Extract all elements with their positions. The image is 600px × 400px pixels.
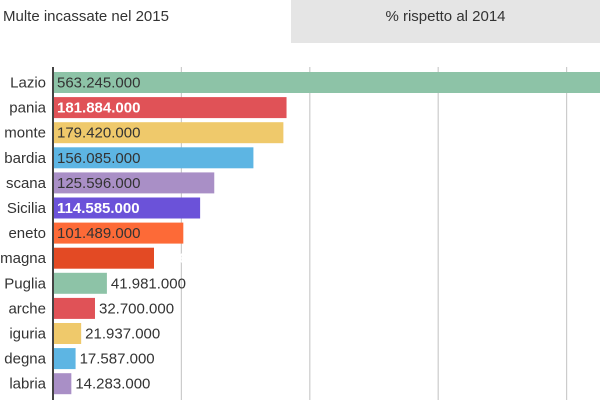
category-label: arche [8, 300, 46, 317]
data-label: 17.587.000 [80, 351, 155, 368]
data-label: 563.245.000 [57, 75, 140, 92]
tab-multe-2015[interactable]: Multe incassate nel 2015 [3, 8, 169, 25]
bar-eneto [53, 222, 184, 244]
data-label: 179.420.000 [57, 125, 140, 142]
category-label: bardia [4, 150, 46, 167]
data-label: 101.489.000 [57, 225, 140, 242]
category-label: magna [0, 250, 47, 267]
bar-bardia [53, 147, 254, 169]
bar-scana [53, 172, 215, 194]
category-label: labria [9, 376, 46, 393]
bar-iguria [53, 323, 82, 344]
category-label: monte [4, 125, 46, 142]
data-label: 78.661.000 [158, 250, 233, 267]
bar-degna [53, 348, 76, 370]
category-label: Puglia [4, 275, 46, 292]
category-label: iguria [9, 326, 46, 343]
bar-pania [53, 97, 287, 119]
category-label: pania [9, 100, 46, 117]
data-label: 41.981.000 [111, 275, 186, 292]
data-label: 156.085.000 [57, 150, 140, 167]
category-label: eneto [8, 225, 46, 242]
data-label: 21.937.000 [85, 326, 160, 343]
bar-arche [53, 297, 95, 319]
tab-percent-2014[interactable]: % rispetto al 2014 [291, 0, 600, 43]
data-label: 114.585.000 [57, 200, 140, 217]
bar-monte [53, 122, 284, 144]
bar-magna [53, 247, 155, 269]
category-label: Lazio [10, 75, 46, 92]
category-label: Sicilia [7, 200, 47, 217]
bar-lazio [53, 72, 600, 93]
bar-puglia [53, 272, 107, 294]
data-label: 14.283.000 [75, 376, 150, 393]
data-label: 32.700.000 [99, 300, 174, 317]
category-label: scana [6, 175, 47, 192]
bar-labria [53, 373, 72, 395]
data-label: 125.596.000 [57, 175, 140, 192]
bar-sicilia [53, 197, 201, 219]
data-label: 181.884.000 [57, 100, 140, 117]
category-label: degna [4, 351, 46, 368]
